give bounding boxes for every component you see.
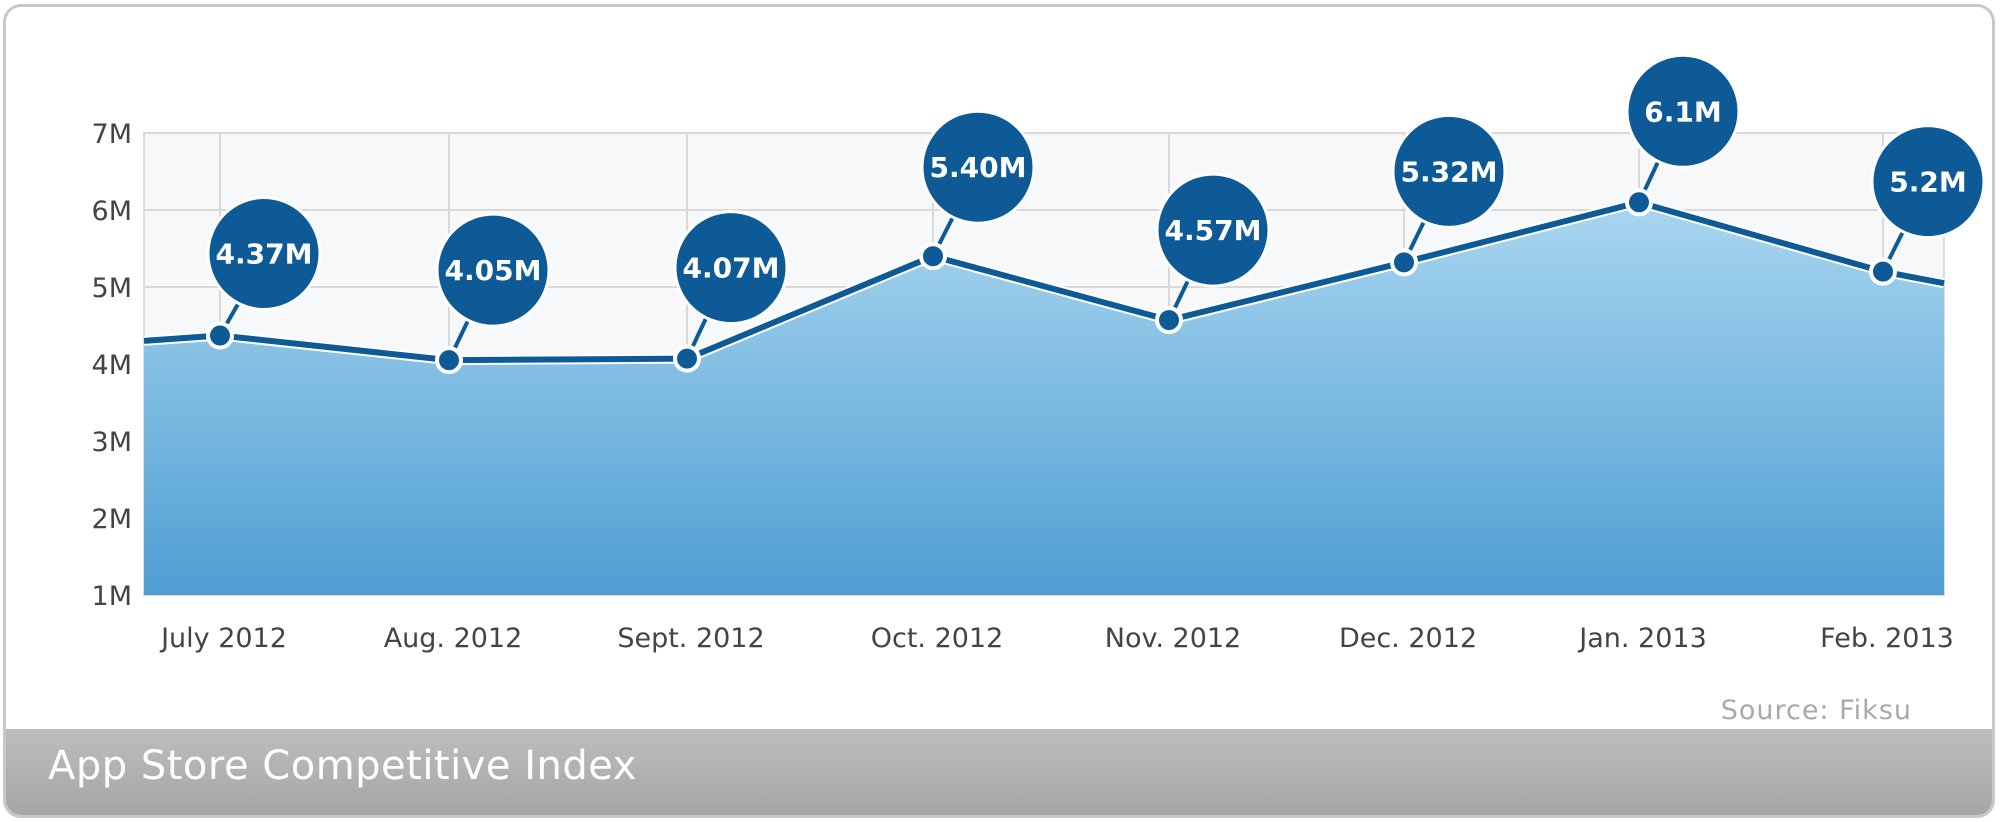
y-tick-label: 4M — [92, 350, 132, 381]
data-point — [673, 344, 701, 373]
data-label: 5.2M — [1889, 166, 1966, 199]
value-bubble — [1391, 113, 1507, 229]
data-point — [206, 321, 234, 350]
x-axis: July 2012 Aug. 2012 Sept. 2012 Oct. 2012 Nov… — [159, 623, 1954, 654]
y-tick-label: 2M — [92, 504, 132, 535]
data-label: 4.57M — [1165, 214, 1262, 247]
data-point — [435, 346, 463, 375]
series-line — [143, 199, 1945, 364]
area-fill — [144, 202, 1944, 596]
data-point — [1155, 306, 1183, 335]
value-bubble — [206, 196, 322, 312]
chart-title: App Store Competitive Index — [48, 743, 637, 789]
x-tick-label: Nov. 2012 — [1105, 623, 1241, 654]
data-label: 5.40M — [930, 151, 1027, 184]
x-tick-label: Aug. 2012 — [384, 623, 523, 654]
x-tick-label: Oct. 2012 — [871, 623, 1004, 654]
data-point — [1390, 248, 1418, 277]
y-tick-label: 6M — [92, 196, 132, 227]
value-bubble — [1155, 172, 1271, 288]
chart-card: 1M 2M 3M 4M 5M 6M 7M July 2012 Aug. 2012 Sept. 2… — [3, 4, 1995, 818]
value-bubble — [920, 109, 1036, 225]
x-tick-label: Dec. 2012 — [1339, 623, 1477, 654]
y-axis: 1M 2M 3M 4M 5M 6M 7M — [92, 119, 132, 612]
data-point — [1869, 257, 1897, 286]
x-tick-label: July 2012 — [159, 623, 287, 654]
value-bubble — [1870, 124, 1986, 240]
data-point — [919, 242, 947, 271]
value-bubble — [435, 212, 551, 328]
data-label: 4.05M — [445, 254, 542, 287]
data-label: 4.37M — [216, 238, 313, 271]
title-bar: App Store Competitive Index — [6, 729, 1992, 815]
value-bubble — [673, 210, 789, 326]
chart-canvas: 1M 2M 3M 4M 5M 6M 7M July 2012 Aug. 2012 Sept. 2… — [92, 53, 1986, 654]
x-tick-label: Sept. 2012 — [617, 623, 764, 654]
data-label: 4.07M — [683, 252, 780, 285]
y-tick-label: 7M — [92, 119, 132, 150]
data-label: 5.32M — [1401, 155, 1498, 188]
value-bubble — [1625, 53, 1741, 169]
x-tick-label: Feb. 2013 — [1820, 623, 1954, 654]
y-tick-label: 5M — [92, 273, 132, 304]
x-tick-label: Jan. 2013 — [1577, 623, 1707, 654]
y-tick-label: 3M — [92, 427, 132, 458]
data-points: 4.37M 4.05M 4.07M 5.40M 4.57M 5.32M 6.1M 5.2M — [206, 53, 1986, 375]
y-tick-label: 1M — [92, 581, 132, 612]
data-point — [1625, 188, 1653, 217]
data-label: 6.1M — [1644, 95, 1721, 128]
source-note: Source: Fiksu — [1720, 695, 1912, 726]
